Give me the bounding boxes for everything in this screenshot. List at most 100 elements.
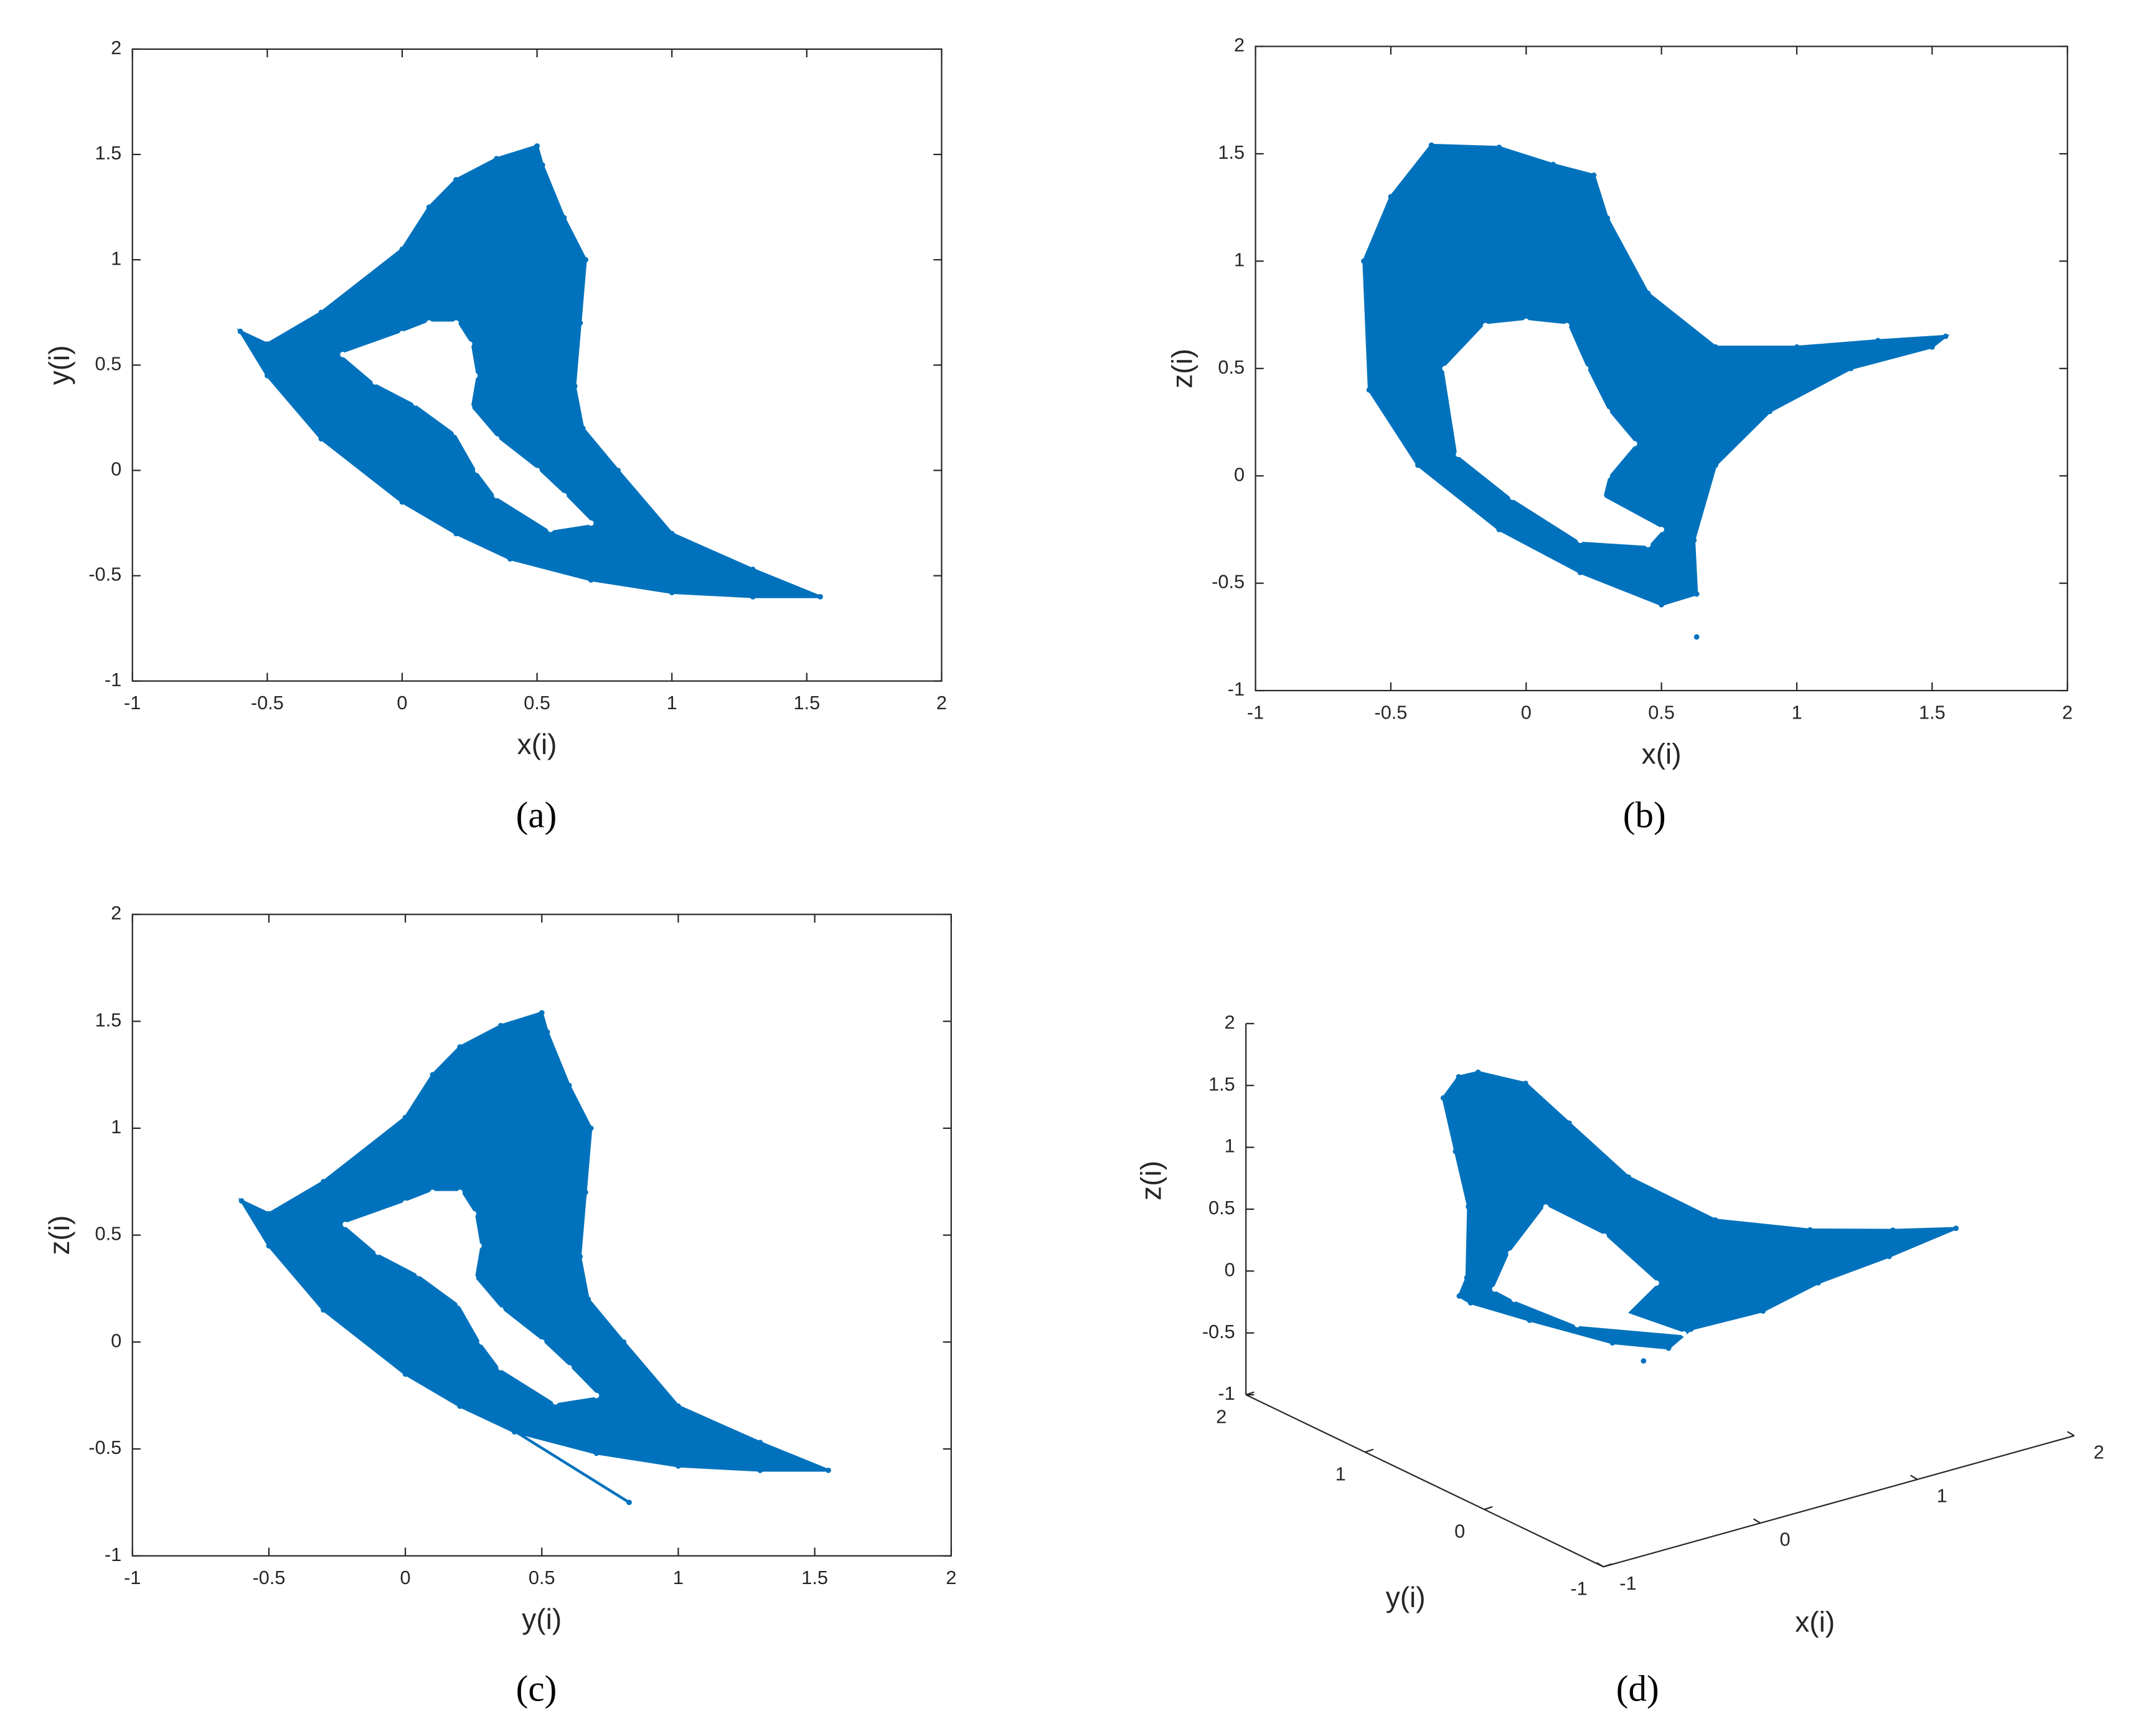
y-tick-label: -1: [1570, 1578, 1587, 1600]
point: [572, 383, 578, 389]
point: [416, 1271, 422, 1276]
point: [1496, 144, 1502, 150]
point: [1511, 1296, 1517, 1302]
point: [593, 1450, 600, 1456]
point: [676, 1403, 681, 1409]
point: [1641, 1358, 1647, 1364]
point: [669, 590, 675, 596]
point: [1428, 142, 1434, 148]
x-axis-label: x(i): [517, 728, 557, 760]
x-tick-label: 2: [936, 692, 947, 714]
point: [1604, 408, 1611, 415]
point: [457, 1301, 463, 1306]
point: [1466, 1204, 1471, 1210]
x-tick-label: -0.5: [251, 692, 284, 714]
y-tick-label: 1.5: [95, 142, 122, 164]
point: [588, 1125, 594, 1131]
x-tick-label: 0.5: [529, 1567, 555, 1588]
x-axis-label: x(i): [1795, 1605, 1835, 1638]
point: [342, 1222, 349, 1227]
point: [1890, 1227, 1896, 1234]
point: [1599, 494, 1605, 501]
point: [1665, 1345, 1672, 1351]
point: [577, 320, 583, 326]
x-tick-label: 2: [2094, 1441, 2104, 1463]
point: [1467, 1300, 1474, 1306]
x-tick-label: 1: [667, 692, 677, 714]
x-tick-label: 0: [400, 1567, 411, 1588]
point: [1653, 1280, 1659, 1286]
point: [498, 1307, 504, 1313]
attractor-region: [237, 144, 821, 598]
x-tick: [1596, 1562, 1604, 1568]
x-tick-label: 0: [397, 692, 407, 714]
point: [266, 1210, 272, 1217]
z-tick-label: 0: [1225, 1258, 1235, 1280]
x-tick-label: 2: [946, 1567, 956, 1588]
point: [1953, 1225, 1959, 1232]
point: [1591, 172, 1597, 178]
point: [430, 1072, 436, 1078]
attractor-region: [238, 1011, 829, 1472]
point: [402, 1200, 408, 1206]
x-tick-label: -1: [124, 1567, 141, 1588]
z-tick-label: 0.5: [1208, 1197, 1235, 1219]
point: [238, 1198, 245, 1204]
point: [1366, 387, 1372, 393]
y-tick-label: 1: [111, 1116, 121, 1138]
point: [577, 1253, 583, 1260]
y-tick-label: 1: [111, 247, 121, 269]
point: [1523, 318, 1529, 324]
point: [494, 493, 499, 499]
x-tick-label: -1: [1619, 1572, 1636, 1594]
point: [1456, 1293, 1462, 1299]
y-tick-label: -0.5: [1212, 571, 1245, 593]
y-tick-label: 0: [111, 1329, 121, 1351]
point: [1659, 601, 1665, 608]
point: [1464, 1275, 1470, 1281]
attractor-region: [1441, 1070, 1957, 1350]
point: [453, 531, 459, 537]
point: [669, 531, 675, 537]
point: [615, 468, 621, 473]
point: [1713, 344, 1718, 350]
y-tick: [1245, 1391, 1255, 1396]
z-axis-label: z(i): [1134, 1161, 1167, 1201]
x-tick-label: 1.5: [801, 1567, 828, 1588]
point: [1760, 1308, 1766, 1314]
point: [494, 156, 499, 162]
attractor-region: [429, 1377, 630, 1504]
point: [1577, 570, 1583, 575]
y-tick-label: 2: [111, 902, 121, 924]
y-tick: [1365, 1448, 1374, 1453]
y-tick-label: -0.5: [88, 1436, 121, 1458]
point: [399, 246, 405, 252]
point: [561, 493, 567, 499]
point: [423, 503, 430, 509]
y-axis-label: y(i): [43, 345, 75, 385]
point: [1681, 1331, 1687, 1337]
point: [402, 1371, 408, 1377]
point: [237, 328, 243, 334]
point: [507, 556, 513, 562]
panel-caption: (d): [1616, 1668, 1659, 1709]
point: [498, 1022, 504, 1029]
point: [1508, 1250, 1514, 1256]
y-tick-label: -0.5: [88, 564, 121, 585]
point: [1794, 344, 1800, 350]
y-axis-label: y(i): [1386, 1581, 1426, 1613]
point: [566, 1082, 572, 1088]
y-tick-label: -1: [105, 1544, 121, 1565]
point: [1456, 451, 1461, 458]
x-tick: [1753, 1518, 1761, 1524]
point: [426, 204, 432, 210]
point: [1577, 537, 1583, 544]
point: [1622, 1311, 1629, 1316]
y-tick-label: 0: [1454, 1521, 1465, 1542]
point: [1693, 591, 1700, 597]
point: [453, 320, 459, 326]
point: [1442, 366, 1448, 372]
y-tick-label: -1: [1228, 678, 1245, 700]
point: [1564, 323, 1570, 329]
